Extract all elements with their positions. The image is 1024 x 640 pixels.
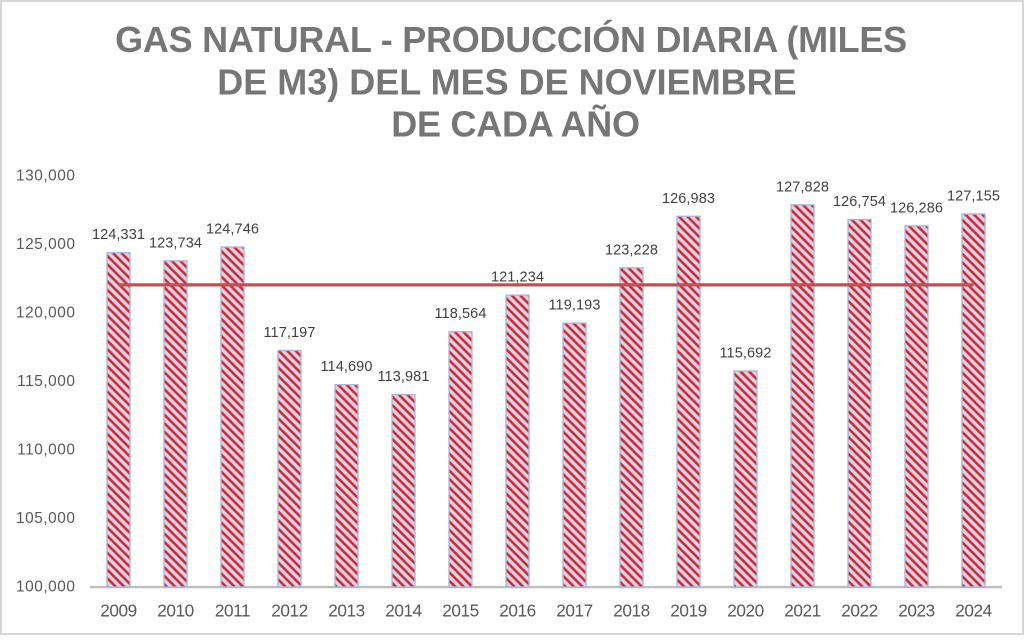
- svg-text:2018: 2018: [613, 601, 649, 621]
- svg-text:2014: 2014: [385, 601, 422, 621]
- svg-text:2017: 2017: [556, 601, 592, 621]
- svg-text:2021: 2021: [784, 601, 820, 621]
- svg-text:2012: 2012: [271, 601, 307, 621]
- svg-text:126,754: 126,754: [833, 194, 886, 210]
- svg-text:127,828: 127,828: [776, 179, 829, 195]
- svg-text:2020: 2020: [727, 601, 763, 621]
- svg-text:DE CADA AÑO: DE CADA AÑO: [391, 103, 640, 145]
- svg-text:123,734: 123,734: [149, 235, 202, 251]
- svg-text:GAS NATURAL - PRODUCCIÓN DIARI: GAS NATURAL - PRODUCCIÓN DIARIA (MILES: [115, 18, 907, 60]
- svg-text:119,193: 119,193: [548, 298, 600, 314]
- svg-text:114,690: 114,690: [320, 359, 372, 375]
- svg-text:124,331: 124,331: [92, 227, 145, 243]
- svg-text:2015: 2015: [442, 601, 478, 621]
- svg-text:117,197: 117,197: [263, 325, 315, 341]
- svg-text:115,692: 115,692: [719, 346, 771, 362]
- svg-text:121,234: 121,234: [491, 270, 544, 286]
- svg-text:126,983: 126,983: [662, 191, 715, 207]
- svg-text:118,564: 118,564: [434, 306, 486, 322]
- svg-text:113,981: 113,981: [377, 369, 429, 385]
- svg-text:100,000: 100,000: [16, 578, 75, 595]
- svg-text:DE M3) DEL MES DE NOVIEMBRE: DE M3) DEL MES DE NOVIEMBRE: [217, 61, 796, 102]
- svg-text:130,000: 130,000: [16, 167, 75, 184]
- svg-text:2019: 2019: [670, 601, 706, 621]
- svg-text:115,000: 115,000: [17, 373, 75, 390]
- svg-text:120,000: 120,000: [16, 304, 75, 321]
- svg-text:2013: 2013: [328, 601, 364, 621]
- svg-text:124,746: 124,746: [206, 222, 259, 238]
- svg-text:105,000: 105,000: [16, 510, 75, 527]
- svg-text:2022: 2022: [841, 601, 877, 621]
- svg-text:2024: 2024: [955, 601, 992, 621]
- svg-text:2011: 2011: [215, 601, 250, 621]
- svg-text:126,286: 126,286: [890, 200, 943, 216]
- svg-text:2016: 2016: [499, 601, 535, 621]
- svg-text:125,000: 125,000: [16, 236, 75, 253]
- svg-text:127,155: 127,155: [947, 189, 1000, 205]
- svg-text:2009: 2009: [100, 601, 136, 621]
- svg-text:110,000: 110,000: [17, 441, 75, 458]
- svg-text:2010: 2010: [157, 601, 193, 621]
- svg-text:2023: 2023: [898, 601, 934, 621]
- svg-text:123,228: 123,228: [605, 242, 658, 258]
